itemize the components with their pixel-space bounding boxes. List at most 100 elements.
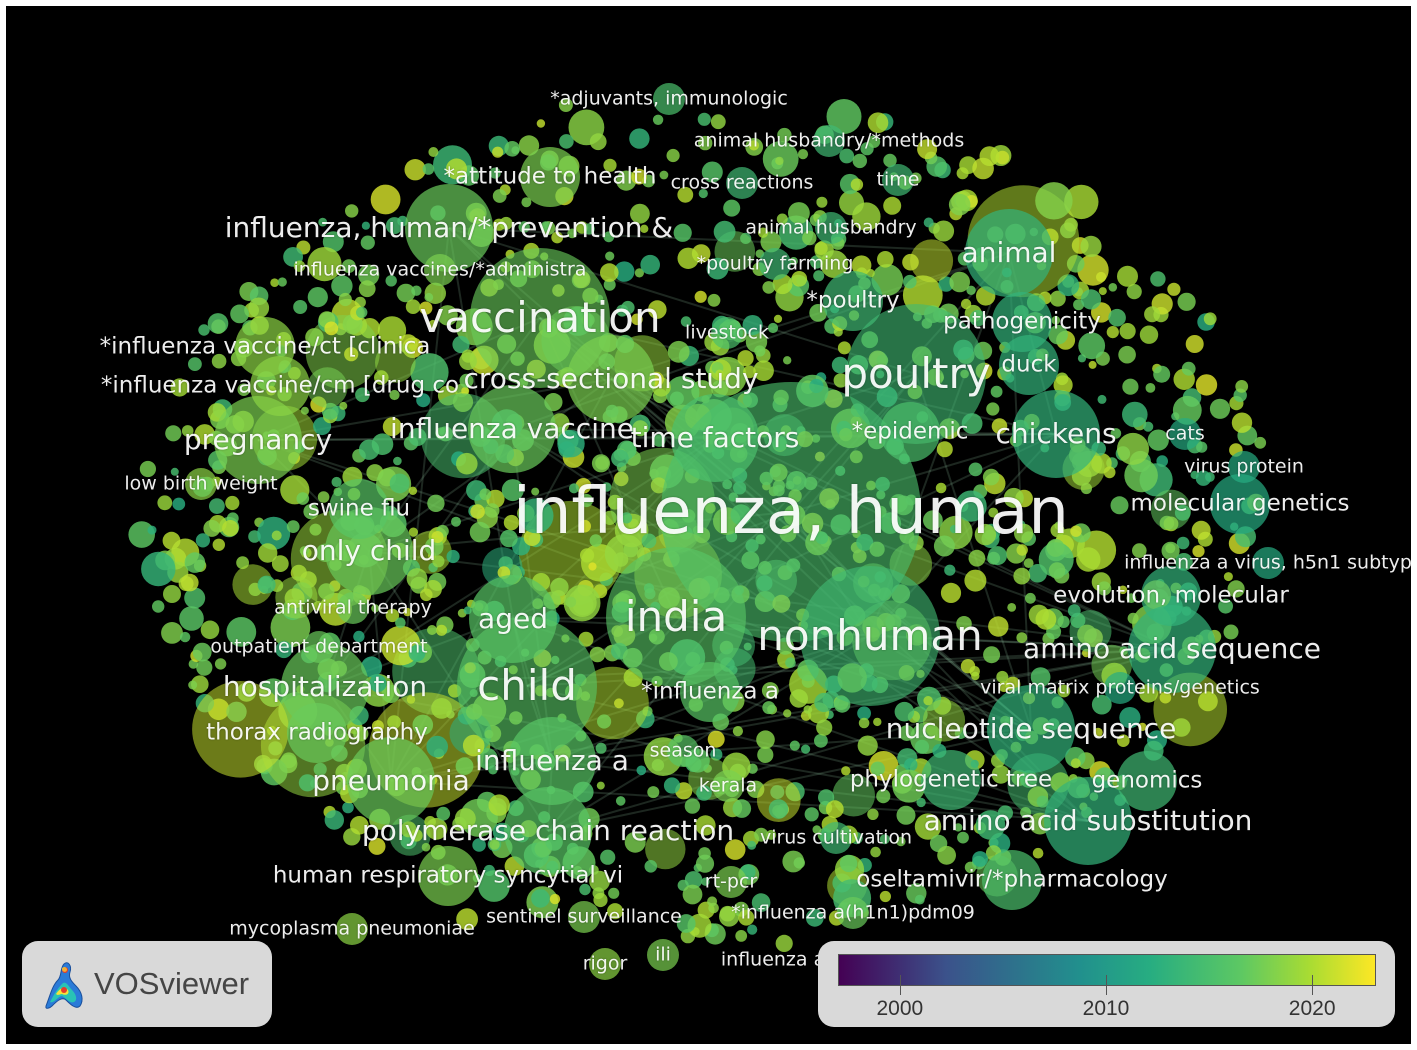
network-node[interactable] — [615, 796, 626, 806]
network-node[interactable] — [1138, 722, 1147, 732]
network-node[interactable] — [161, 622, 183, 644]
network-node[interactable] — [1223, 624, 1239, 640]
network-node[interactable] — [710, 748, 723, 761]
network-node[interactable] — [1192, 545, 1205, 558]
network-node[interactable] — [188, 680, 198, 690]
network-node[interactable] — [456, 452, 478, 475]
network-node[interactable] — [258, 543, 278, 563]
network-node[interactable] — [832, 773, 875, 817]
network-node[interactable] — [767, 322, 779, 334]
network-node[interactable] — [1076, 547, 1101, 572]
network-node[interactable] — [405, 299, 421, 315]
network-node[interactable] — [818, 789, 835, 806]
network-node[interactable] — [211, 353, 227, 369]
network-node[interactable] — [237, 383, 251, 397]
network-node[interactable] — [293, 260, 306, 272]
network-node[interactable] — [775, 156, 784, 166]
network-node[interactable] — [578, 631, 594, 647]
network-node[interactable] — [600, 849, 616, 865]
network-node[interactable] — [732, 726, 744, 737]
network-node[interactable] — [706, 257, 729, 280]
network-node[interactable] — [1118, 345, 1136, 364]
network-node[interactable] — [232, 564, 273, 605]
network-node[interactable] — [858, 717, 870, 729]
network-node[interactable] — [677, 186, 694, 203]
network-node[interactable] — [1167, 282, 1181, 296]
network-node[interactable] — [567, 228, 578, 239]
network-node[interactable] — [1108, 283, 1118, 292]
network-node[interactable] — [762, 281, 775, 294]
network-node[interactable] — [748, 140, 760, 151]
network-node[interactable] — [358, 280, 376, 298]
network-node[interactable] — [839, 148, 855, 164]
keyword-node[interactable] — [987, 685, 1075, 773]
network-node[interactable] — [988, 616, 1009, 637]
keyword-node[interactable] — [823, 271, 883, 331]
network-node[interactable] — [753, 360, 774, 382]
network-node[interactable] — [1218, 598, 1233, 614]
network-node[interactable] — [389, 389, 400, 401]
network-node[interactable] — [324, 321, 339, 336]
network-node[interactable] — [979, 146, 1000, 167]
network-node[interactable] — [540, 221, 551, 232]
network-node[interactable] — [455, 757, 474, 776]
network-node[interactable] — [923, 510, 943, 531]
network-node[interactable] — [602, 482, 612, 492]
network-node[interactable] — [816, 196, 828, 208]
network-node[interactable] — [987, 551, 1001, 565]
network-node[interactable] — [550, 577, 569, 597]
network-node[interactable] — [666, 148, 680, 163]
network-node[interactable] — [360, 235, 375, 250]
network-node[interactable] — [580, 548, 595, 563]
network-node[interactable] — [591, 454, 611, 473]
network-node[interactable] — [470, 504, 485, 519]
network-node[interactable] — [1196, 441, 1208, 453]
network-node[interactable] — [1088, 360, 1097, 369]
network-node[interactable] — [923, 696, 933, 706]
network-node[interactable] — [645, 828, 686, 870]
network-node[interactable] — [761, 682, 779, 699]
network-node[interactable] — [593, 892, 608, 908]
keyword-node[interactable] — [712, 770, 744, 802]
network-node[interactable] — [419, 301, 433, 315]
network-node[interactable] — [597, 714, 612, 729]
network-node[interactable] — [964, 569, 987, 592]
network-node[interactable] — [1051, 315, 1061, 325]
keyword-node[interactable] — [820, 822, 852, 854]
network-node[interactable] — [492, 146, 504, 158]
network-node[interactable] — [492, 189, 507, 203]
network-node[interactable] — [737, 350, 754, 367]
network-node[interactable] — [589, 534, 602, 547]
network-node[interactable] — [1093, 727, 1103, 738]
network-node[interactable] — [949, 525, 959, 534]
network-node[interactable] — [1144, 306, 1161, 323]
network-node[interactable] — [393, 456, 402, 466]
network-node[interactable] — [614, 261, 635, 282]
keyword-node[interactable] — [882, 164, 914, 196]
network-node[interactable] — [857, 706, 871, 721]
network-node[interactable] — [1153, 365, 1171, 383]
network-node[interactable] — [754, 345, 766, 357]
network-node[interactable] — [867, 808, 879, 820]
network-node[interactable] — [968, 549, 986, 567]
keyword-node[interactable] — [715, 866, 747, 898]
network-node[interactable] — [801, 744, 811, 754]
keyword-node[interactable] — [347, 737, 435, 825]
network-node[interactable] — [776, 213, 788, 225]
network-node[interactable] — [579, 493, 594, 508]
network-node[interactable] — [488, 765, 498, 775]
network-node[interactable] — [203, 519, 221, 537]
network-node[interactable] — [225, 495, 240, 511]
network-node[interactable] — [420, 588, 433, 602]
network-node[interactable] — [454, 808, 476, 830]
keyword-node[interactable] — [1228, 451, 1260, 483]
network-node[interactable] — [489, 167, 501, 179]
network-node[interactable] — [277, 277, 287, 287]
keyword-node[interactable] — [982, 850, 1042, 910]
network-node[interactable] — [374, 370, 389, 385]
network-node[interactable] — [852, 153, 867, 169]
network-node[interactable] — [949, 271, 970, 293]
network-node[interactable] — [641, 533, 657, 549]
network-node[interactable] — [307, 287, 328, 308]
network-node[interactable] — [157, 495, 173, 511]
